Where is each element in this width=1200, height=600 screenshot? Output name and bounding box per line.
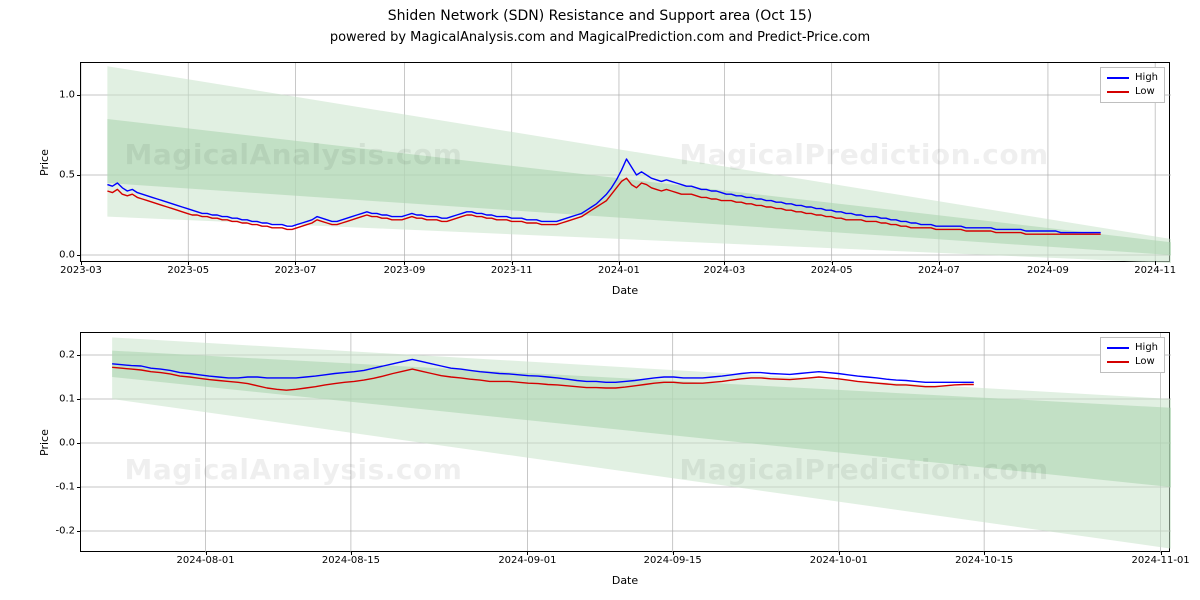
x-tick-label: 2024-10-15	[955, 551, 1013, 566]
x-tick-label: 2024-08-01	[177, 551, 235, 566]
x-tick-label: 2023-09	[384, 261, 426, 276]
x-tick-label: 2024-03	[704, 261, 746, 276]
y-tick-label: 0.0	[59, 250, 81, 261]
y-tick-label: 0.0	[59, 438, 81, 449]
x-tick-label: 2024-09	[1027, 261, 1069, 276]
y-axis-label: Price	[38, 429, 51, 456]
y-tick-label: -0.1	[55, 482, 81, 493]
top-chart-panel: MagicalAnalysis.com MagicalPrediction.co…	[80, 62, 1170, 262]
legend-entry-high: High	[1107, 341, 1158, 355]
y-tick-label: 1.0	[59, 90, 81, 101]
x-tick-label: 2024-07	[918, 261, 960, 276]
y-tick-label: 0.1	[59, 394, 81, 405]
legend-label-low: Low	[1135, 355, 1155, 369]
legend: High Low	[1100, 67, 1165, 103]
y-axis-label: Price	[38, 149, 51, 176]
top-chart-svg	[81, 63, 1171, 263]
x-axis-label: Date	[80, 574, 1170, 587]
legend-label-high: High	[1135, 341, 1158, 355]
legend-entry-low: Low	[1107, 85, 1158, 99]
x-tick-label: 2024-05	[811, 261, 853, 276]
x-tick-label: 2024-01	[598, 261, 640, 276]
x-tick-label: 2023-07	[275, 261, 317, 276]
x-tick-label: 2023-11	[491, 261, 533, 276]
x-tick-label: 2023-05	[167, 261, 209, 276]
bottom-chart-panel: MagicalAnalysis.com MagicalPrediction.co…	[80, 332, 1170, 552]
legend-swatch-low	[1107, 91, 1129, 93]
chart-title: Shiden Network (SDN) Resistance and Supp…	[0, 8, 1200, 24]
legend-swatch-low	[1107, 361, 1129, 363]
x-tick-label: 2023-03	[60, 261, 102, 276]
legend: High Low	[1100, 337, 1165, 373]
legend-entry-high: High	[1107, 71, 1158, 85]
legend-label-high: High	[1135, 71, 1158, 85]
x-tick-label: 2024-10-01	[810, 551, 868, 566]
figure: Shiden Network (SDN) Resistance and Supp…	[0, 0, 1200, 600]
y-tick-label: 0.2	[59, 350, 81, 361]
x-tick-label: 2024-11	[1134, 261, 1176, 276]
legend-label-low: Low	[1135, 85, 1155, 99]
chart-subtitle: powered by MagicalAnalysis.com and Magic…	[0, 30, 1200, 45]
x-tick-label: 2024-09-01	[498, 551, 556, 566]
legend-swatch-high	[1107, 347, 1129, 349]
y-tick-label: -0.2	[55, 526, 81, 537]
x-axis-label: Date	[80, 284, 1170, 297]
y-tick-label: 0.5	[59, 170, 81, 181]
x-tick-label: 2024-08-15	[322, 551, 380, 566]
bottom-chart-svg	[81, 333, 1171, 553]
legend-swatch-high	[1107, 77, 1129, 79]
legend-entry-low: Low	[1107, 355, 1158, 369]
x-tick-label: 2024-11-01	[1132, 551, 1190, 566]
x-tick-label: 2024-09-15	[644, 551, 702, 566]
